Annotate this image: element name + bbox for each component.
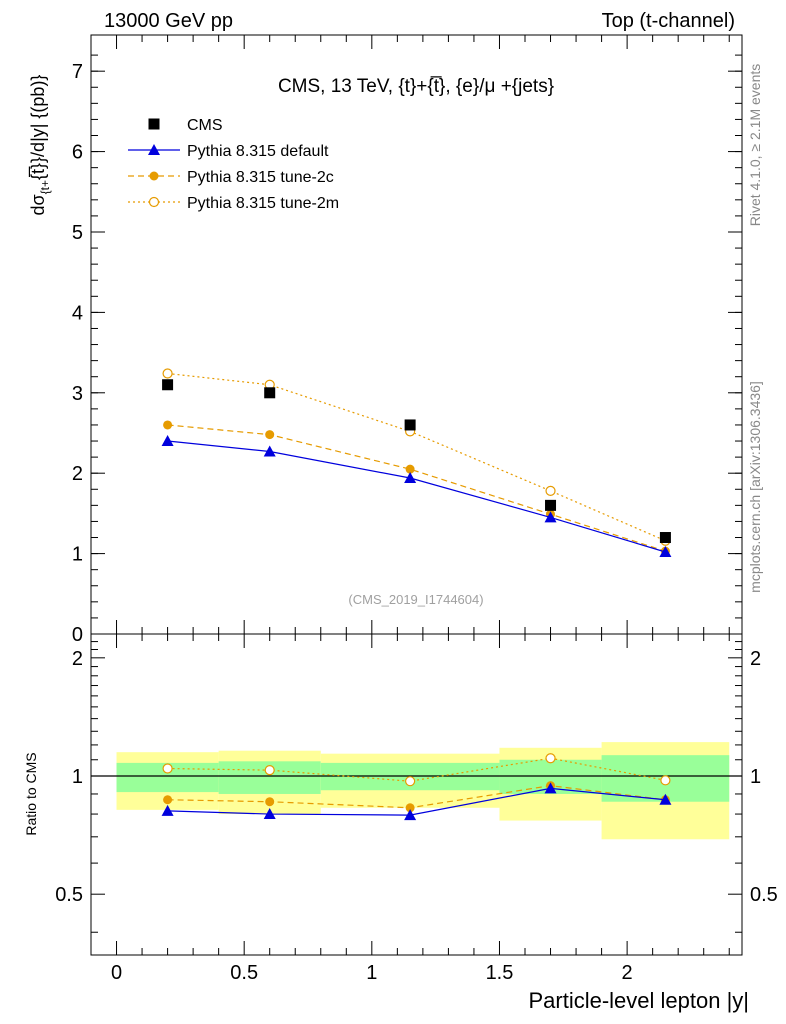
data-point: [659, 532, 671, 544]
ratio-y-tick-label: 1: [72, 766, 83, 788]
x-tick-label: 0: [111, 962, 122, 984]
main-panel: CMS, 13 TeV, {t}+{t̅}, {e}/μ +{jets} (CM…: [28, 34, 743, 646]
series-default: [161, 435, 672, 557]
ratio-y-tick-label: 0.5: [55, 884, 83, 906]
x-tick-label: 1: [366, 962, 377, 984]
y-tick-label: 3: [72, 383, 83, 405]
y-tick-label: 4: [72, 302, 83, 324]
default-point: [263, 808, 276, 820]
process-label: Top (t-channel): [602, 10, 735, 32]
tune2c-point: [163, 420, 173, 430]
energy-label: 13000 GeV pp: [104, 10, 233, 32]
y-tick-label: 1: [72, 544, 83, 566]
tune2c-point: [405, 464, 415, 474]
series-line-tune2m: [167, 372, 666, 542]
tune2m-point: [162, 763, 173, 774]
default-point: [263, 445, 276, 457]
x-tick-label: 1.5: [486, 962, 514, 984]
series-tune2c: [163, 420, 670, 556]
y-tick-label: 0: [72, 624, 83, 646]
legend-label: Pythia 8.315 tune-2m: [187, 195, 339, 212]
data-point: [162, 379, 174, 391]
data-point: [148, 118, 160, 130]
data-point: [545, 499, 557, 511]
legend-label: Pythia 8.315 default: [187, 143, 329, 160]
tune2m-point: [162, 368, 173, 379]
legend: CMS Pythia 8.315 default Pythia 8.315 tune…: [128, 117, 339, 212]
y-label-main: dσ: [28, 194, 48, 215]
series-line-default: [167, 440, 666, 553]
x-axis-label: Particle-level lepton |y|: [528, 988, 749, 1013]
default-point: [659, 793, 672, 805]
ratio-y-tick-label-right: 1: [750, 766, 761, 788]
default-point: [544, 782, 557, 794]
mcplots-credit-label: mcplots.cern.ch [arXiv:1306.3436]: [747, 381, 763, 593]
tune2c-point: [265, 430, 275, 440]
data-point: [264, 387, 276, 399]
ratio-y-tick-label: 2: [72, 648, 83, 670]
y-tick-label: 2: [72, 463, 83, 485]
default-point: [659, 545, 672, 557]
ratio-y-tick-label-right: 0.5: [750, 884, 778, 906]
default-point: [404, 809, 417, 821]
x-tick-label: 0.5: [230, 962, 258, 984]
y-label-sub: {t+: [38, 180, 52, 194]
x-tick-label: 2: [622, 962, 633, 984]
tune2m-point: [660, 775, 671, 786]
ratio-y-tick-label-right: 2: [750, 648, 761, 670]
default-point: [544, 511, 557, 523]
tune2c-point: [149, 171, 159, 181]
tune2m-point: [405, 776, 416, 787]
ratio-plot-frame: [90, 633, 743, 956]
legend-label: Pythia 8.315 tune-2c: [187, 169, 334, 186]
tune2c-point: [405, 803, 415, 813]
analysis-tag: (CMS_2019_I1744604): [348, 592, 483, 607]
tune2c-point: [163, 795, 173, 805]
y-tick-label: 5: [72, 222, 83, 244]
y-tick-label: 6: [72, 142, 83, 164]
tune2m-point: [545, 753, 556, 764]
series-data: [162, 379, 671, 544]
ratio-y-axis-label: Ratio to CMS: [23, 752, 39, 835]
y-label-rest: {t̅}}/d|y| {(pb)}: [28, 75, 48, 180]
data-point: [404, 419, 416, 431]
series-tune2m: [162, 368, 671, 546]
default-point: [161, 804, 174, 816]
y-tick-label: 7: [72, 61, 83, 83]
default-point: [161, 435, 174, 447]
tune2m-point: [545, 485, 556, 496]
ratio-panel: Ratio to CMS Particle-level lepton |y| 0…: [23, 633, 778, 1013]
tune2c-point: [265, 797, 275, 807]
ratio-series-tune2m: [162, 753, 671, 787]
default-point: [404, 472, 417, 484]
ratio-series-default: [161, 782, 672, 821]
tune2m-point: [264, 765, 275, 776]
tune2m-point: [148, 196, 160, 208]
legend-label: CMS: [187, 117, 223, 134]
default-point: [148, 144, 160, 155]
chart-title: CMS, 13 TeV, {t}+{t̅}, {e}/μ +{jets}: [278, 76, 554, 97]
rivet-version-label: Rivet 4.1.0, ≥ 2.1M events: [747, 64, 763, 227]
main-y-axis-label: dσ{t+{t̅}}/d|y| {(pb)}: [28, 75, 52, 216]
series-line-tune2c: [167, 424, 666, 552]
